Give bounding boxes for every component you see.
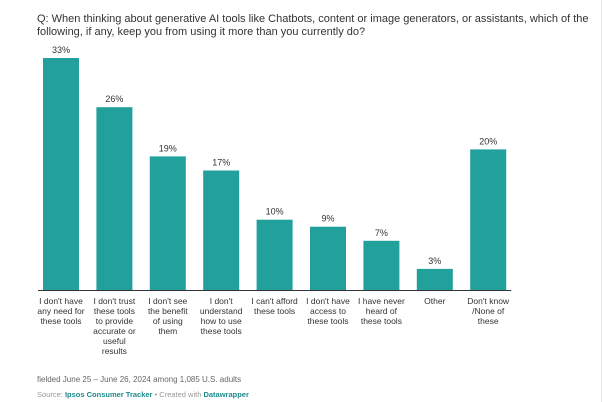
category-label-line: I don't have xyxy=(39,296,83,306)
bar-value-label-6: 7% xyxy=(375,228,388,238)
category-label-line: I don't see xyxy=(148,296,188,306)
bar-value-label-0: 33% xyxy=(52,45,70,55)
bar-value-label-1: 26% xyxy=(105,94,123,104)
bar-value-label-2: 19% xyxy=(159,143,177,153)
category-label-line: results xyxy=(101,346,127,356)
category-label-line: heard of xyxy=(365,306,397,316)
category-label-line: to provide xyxy=(95,316,134,326)
bar-5 xyxy=(310,226,346,290)
bar-8 xyxy=(470,149,507,290)
category-label-0: I don't have any need for these tools xyxy=(32,296,90,326)
category-label-line: these tools xyxy=(360,316,402,326)
category-label-5: I don't have access to these tools xyxy=(299,296,357,326)
bar-value-label-4: 10% xyxy=(266,207,284,217)
chart-question: Q: When thinking about generative AI too… xyxy=(37,13,589,38)
category-label-line: I don't have xyxy=(306,296,350,306)
category-label-line: these tools xyxy=(200,326,242,336)
category-label-3: I don't understand how to use these tools xyxy=(192,296,250,336)
footnote: fielded June 25 – June 26, 2024 among 1,… xyxy=(37,375,242,384)
category-label-line: them xyxy=(158,326,178,336)
category-label-line: accurate or xyxy=(93,326,136,336)
category-label-line: Other xyxy=(424,296,446,306)
source-middle: • Created with xyxy=(152,390,204,399)
bar-0 xyxy=(43,58,79,290)
bar-value-label-5: 9% xyxy=(321,214,334,224)
bar-3 xyxy=(203,170,240,290)
category-label-line: access to xyxy=(310,306,346,316)
category-label-line: I can't afford xyxy=(251,296,298,306)
bar-6 xyxy=(363,240,400,290)
category-label-line: I have never xyxy=(358,296,405,306)
category-label-line: these tools xyxy=(254,306,296,316)
category-label-line: understand xyxy=(199,306,243,316)
category-label-line: useful xyxy=(103,336,126,346)
bar-value-label-3: 17% xyxy=(212,158,230,168)
category-label-7: Other xyxy=(406,296,464,306)
category-label-line: these tools xyxy=(93,306,135,316)
category-label-line: of using xyxy=(152,316,183,326)
source-line: Source: Ipsos Consumer Tracker • Created… xyxy=(37,390,249,399)
category-label-2: I don't see the benefit of using them xyxy=(139,296,197,336)
category-label-line: /None of xyxy=(472,306,505,316)
category-label-4: I can't afford these tools xyxy=(246,296,304,316)
category-label-line: the benefit xyxy=(147,306,188,316)
category-label-line: I don't xyxy=(209,296,233,306)
category-label-6: I have never heard of these tools xyxy=(352,296,410,326)
bar-7 xyxy=(416,268,453,290)
category-label-8: Don't know/None of these xyxy=(459,296,517,326)
bar-4 xyxy=(256,219,293,290)
bar-value-label-8: 20% xyxy=(479,136,497,146)
bar-value-label-7: 3% xyxy=(428,256,441,266)
category-label-line: Don't know xyxy=(467,296,510,306)
category-label-line: how to use xyxy=(200,316,242,326)
source-prefix: Source: xyxy=(37,390,65,399)
category-label-line: any need for xyxy=(37,306,85,316)
bar-2 xyxy=(149,156,186,290)
category-label-line: these tools xyxy=(40,316,82,326)
category-label-line: these tools xyxy=(307,316,349,326)
bar-1 xyxy=(96,107,133,290)
source-publisher-link[interactable]: Ipsos Consumer Tracker xyxy=(64,390,153,399)
category-label-line: these xyxy=(477,316,499,326)
source-tool-link[interactable]: Datawrapper xyxy=(203,390,249,399)
category-label-1: I don't trust these tools to provide accura… xyxy=(85,296,143,356)
category-label-line: I don't trust xyxy=(93,296,136,306)
